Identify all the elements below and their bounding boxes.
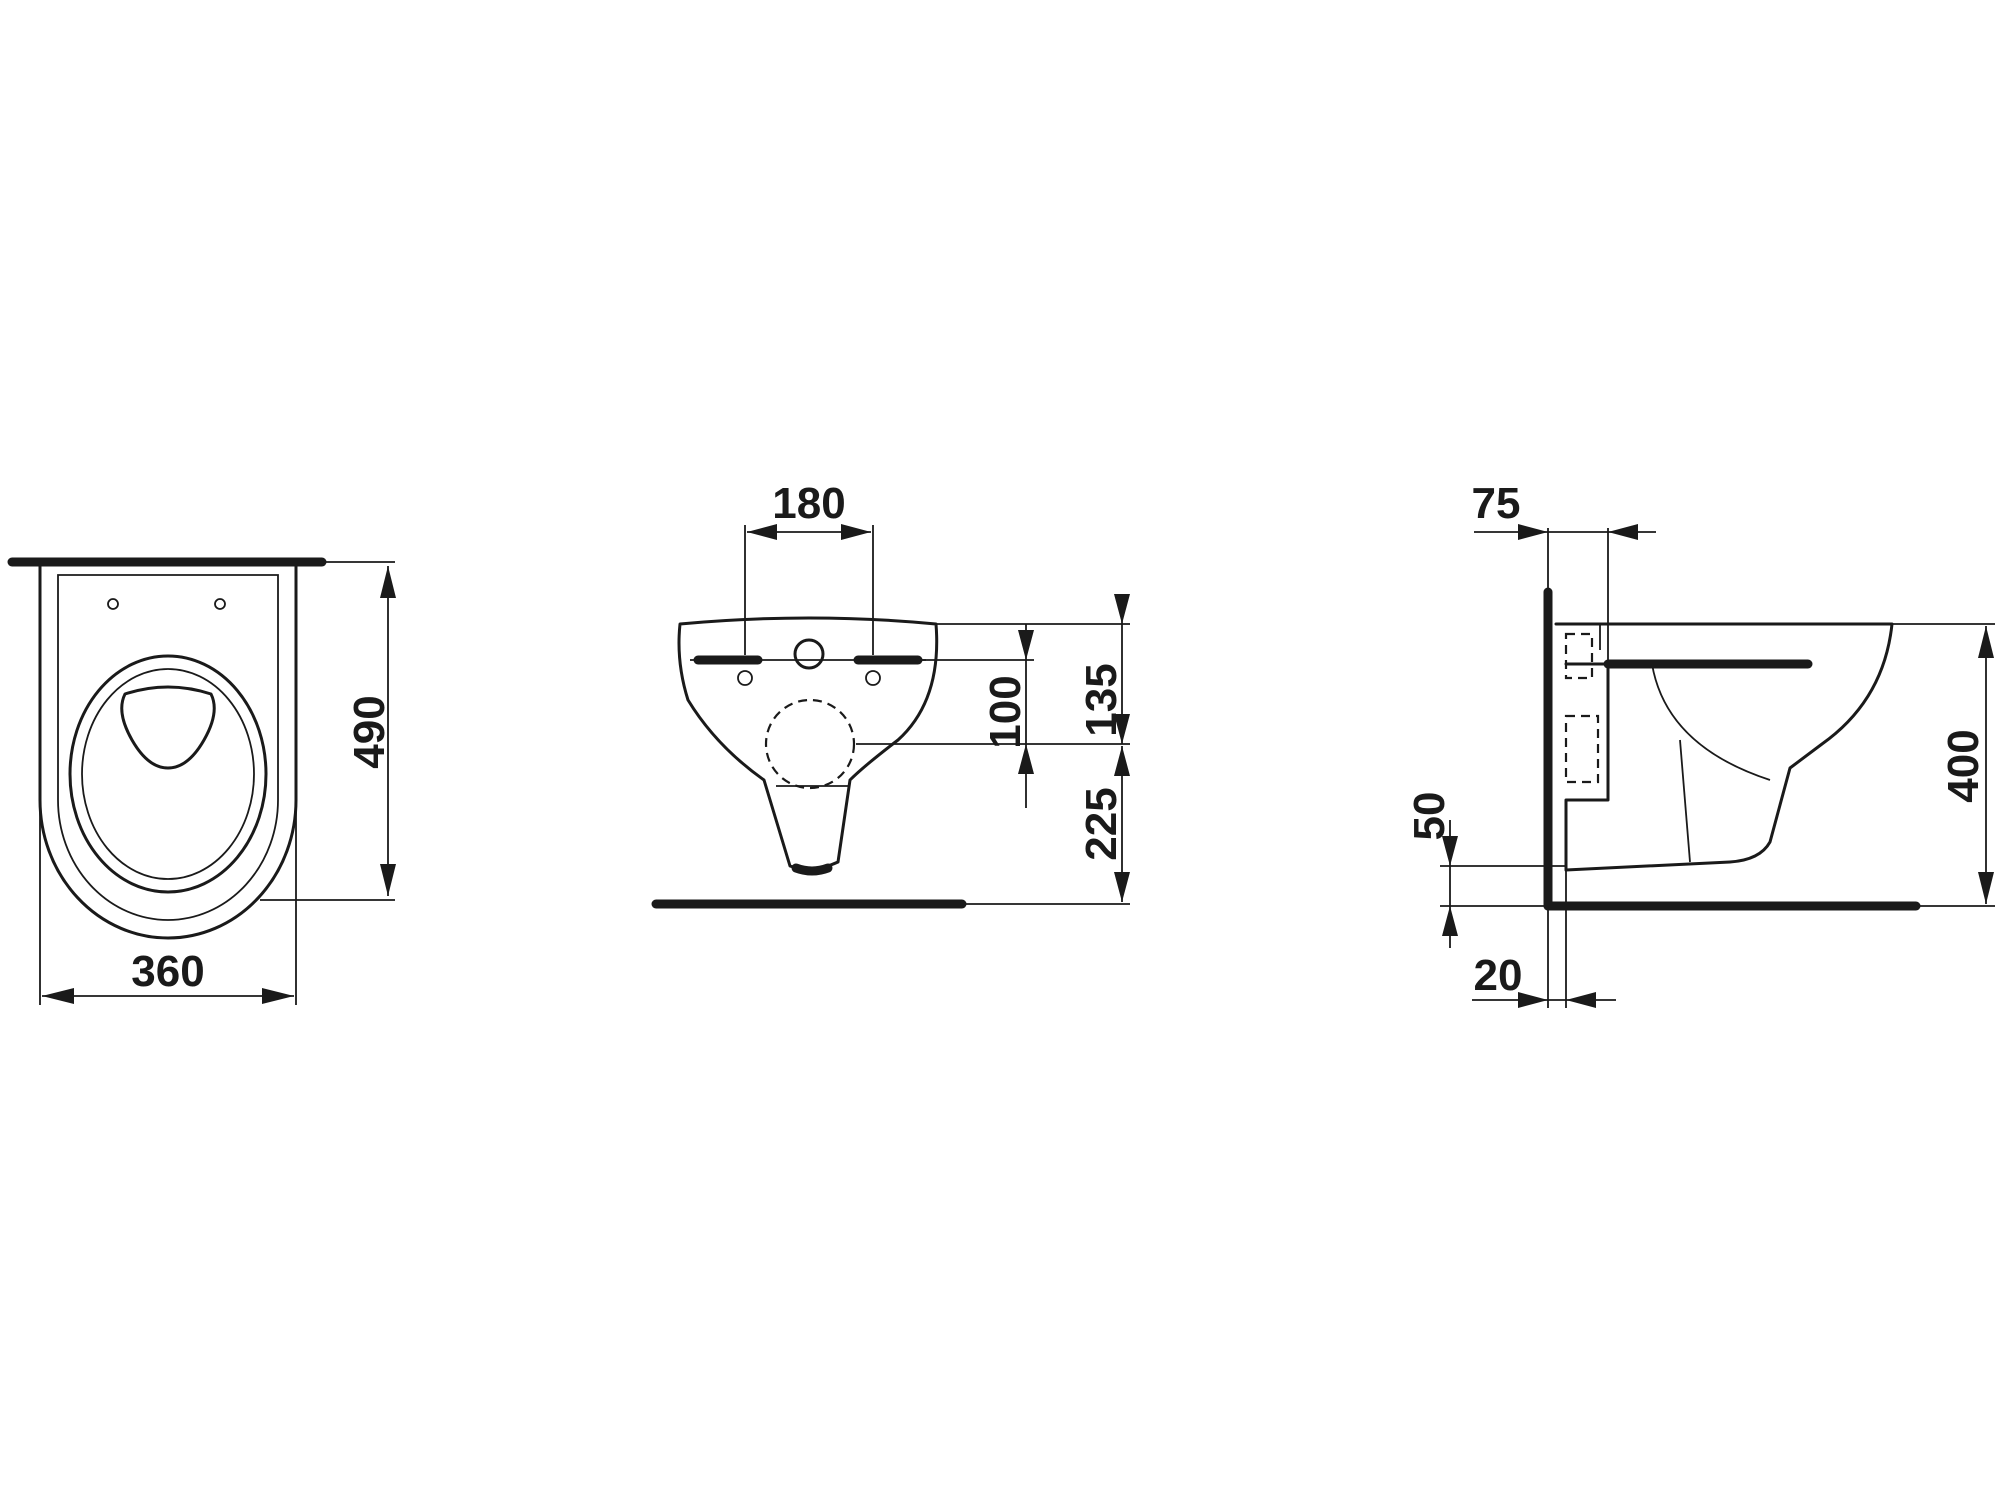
dim-225-label: 225 <box>1077 787 1126 860</box>
side-bowl-outline <box>1554 622 1894 872</box>
front-outlet-dashed <box>764 698 856 790</box>
dim-20-arrow-right <box>1566 992 1596 1008</box>
dim-400-arrow-top <box>1978 626 1994 658</box>
dim-400-arrow-bottom <box>1978 872 1994 904</box>
dim-100-arrow-top <box>1018 630 1034 660</box>
front-bowl-outline <box>677 616 939 871</box>
top-bolt-hole-right <box>214 598 226 610</box>
dim-135-arrow-top <box>1114 594 1130 624</box>
dim-75-label: 75 <box>1472 479 1521 528</box>
dim-100-arrow-bottom <box>1018 744 1034 774</box>
dim-360-arrow-left <box>42 988 74 1004</box>
dim-50-arrow-top <box>1442 836 1458 866</box>
top-view: 490 360 <box>7 557 396 1005</box>
dim-135-label: 135 <box>1077 663 1126 736</box>
dim-75-arrow-right <box>1608 524 1638 540</box>
dim-360-label: 360 <box>131 947 204 996</box>
side-fixing-upper-dashed <box>1564 632 1594 680</box>
front-foot <box>791 863 833 876</box>
top-bowl-inner-outline <box>57 574 279 921</box>
dim-75-arrow-left <box>1518 524 1548 540</box>
side-bowl-inner-curve <box>1651 663 1771 781</box>
front-bolt-right <box>865 670 881 686</box>
side-fixing-lower-dashed <box>1564 714 1600 784</box>
dim-490-arrow-top <box>380 566 396 598</box>
front-bolt-left <box>737 670 753 686</box>
dim-180-arrow-left <box>747 524 777 540</box>
dim-50-arrow-bottom <box>1442 906 1458 936</box>
top-outlet-opening <box>120 685 216 770</box>
front-view: 180 100 135 225 <box>651 479 1130 909</box>
side-trapway-line <box>1679 739 1691 863</box>
dim-180-arrow-right <box>841 524 871 540</box>
top-bolt-hole-left <box>107 598 119 610</box>
dim-20-arrow-left <box>1518 992 1548 1008</box>
dim-490-label: 490 <box>345 695 394 768</box>
front-inlet <box>793 638 825 670</box>
top-bowl-outline <box>38 564 298 940</box>
dim-225-arrow-top <box>1114 746 1130 776</box>
dim-225-arrow-bottom <box>1114 872 1130 902</box>
dim-360-arrow-right <box>262 988 294 1004</box>
dim-490-arrow-bottom <box>380 864 396 896</box>
top-seat-ring <box>68 654 268 894</box>
dim-50-label: 50 <box>1405 792 1454 841</box>
dim-100-label: 100 <box>981 675 1030 748</box>
dim-135-arrow-bottom <box>1114 714 1130 744</box>
top-seat-ring-inner <box>81 668 255 880</box>
dim-180-label: 180 <box>772 479 845 528</box>
side-view: 75 400 50 20 <box>1405 479 1995 1008</box>
dim-400-label: 400 <box>1939 729 1988 802</box>
dim-20-label: 20 <box>1474 951 1523 1000</box>
